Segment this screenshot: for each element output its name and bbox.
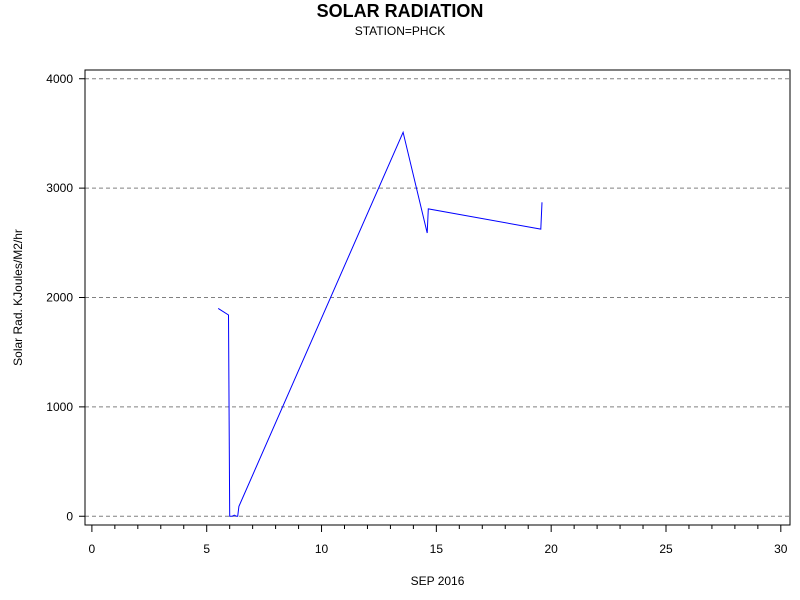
x-tick-label: 5 (203, 542, 210, 556)
x-tick-label: 10 (315, 542, 329, 556)
y-axis-label: Solar Rad. KJoules/M2/hr (11, 229, 25, 366)
grid-lines (85, 78, 790, 517)
y-tick-label: 3000 (46, 181, 73, 195)
x-tick-label: 0 (89, 542, 96, 556)
x-tick-label: 25 (659, 542, 673, 556)
series-line (217, 130, 543, 517)
y-tick-label: 2000 (46, 291, 73, 305)
x-tick-label: 30 (774, 542, 788, 556)
x-axis-label: SEP 2016 (411, 574, 465, 588)
x-tick-label: 15 (430, 542, 444, 556)
y-tick-label: 4000 (46, 72, 73, 86)
x-axis-ticks: 0 5 10 15 20 25 30 (89, 525, 788, 556)
chart-title: SOLAR RADIATION (316, 1, 484, 21)
x-tick-label: 20 (544, 542, 558, 556)
chart-subtitle: STATION=PHCK (354, 24, 446, 38)
y-tick-label: 0 (66, 509, 73, 523)
y-axis-ticks: 0 1000 2000 3000 4000 (46, 72, 85, 523)
series-group (217, 130, 543, 517)
y-tick-label: 1000 (46, 400, 73, 414)
